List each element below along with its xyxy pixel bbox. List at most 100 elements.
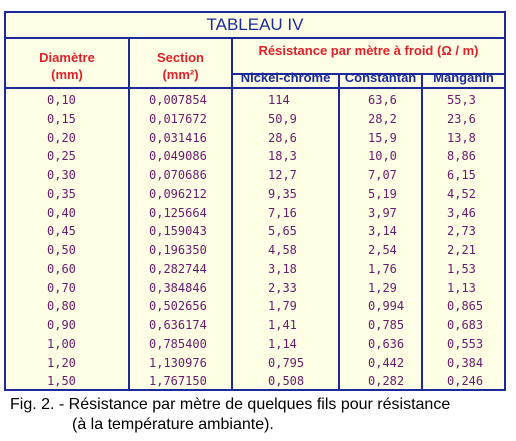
title-divider (6, 37, 504, 39)
section-cell: 0,125664 (149, 205, 207, 220)
diameter-cell: 1,50 (47, 374, 76, 389)
resistance-table: TABLEAU IV Diamètre (mm) Section (mm²) R… (4, 11, 506, 391)
section-cell: 0,017672 (149, 111, 207, 126)
nickel-chrome-cell: 114 (268, 93, 290, 107)
manganin-cell: 0,865 (447, 299, 484, 314)
diameter-cell: 1,00 (47, 336, 76, 351)
nickel-chrome-cell: 1,79 (268, 299, 297, 314)
constantan-cell: 1,29 (368, 280, 397, 295)
header-section: Section (157, 50, 204, 65)
nickel-chrome-cell: 1,41 (268, 318, 297, 332)
manganin-cell: 8,86 (447, 149, 476, 164)
section-cell: 0,007854 (149, 93, 207, 107)
nickel-chrome-cell: 0,508 (268, 374, 305, 389)
header-diameter-unit: (mm) (51, 67, 83, 82)
header-divider (6, 87, 504, 89)
header-constantan: Constantan (344, 70, 417, 85)
constantan-cell: 10,0 (368, 149, 397, 164)
diameter-cell: 0,40 (47, 205, 76, 220)
section-cell: 0,070686 (149, 168, 207, 182)
manganin-cell: 3,46 (447, 205, 476, 220)
constantan-cell: 15,9 (368, 130, 397, 145)
section-cell: 0,636174 (149, 318, 207, 332)
manganin-cell: 13,8 (447, 130, 476, 145)
nickel-chrome-cell: 2,33 (268, 280, 297, 295)
manganin-cell: 0,246 (447, 374, 484, 389)
subheader-divider (231, 73, 504, 75)
nickel-chrome-cell: 7,16 (268, 205, 297, 220)
section-cell: 0,196350 (149, 243, 207, 257)
nickel-chrome-cell: 0,795 (268, 355, 305, 370)
table-title: TABLEAU IV (206, 15, 304, 34)
constantan-cell: 7,07 (368, 168, 397, 182)
nickel-chrome-cell: 12,7 (268, 168, 297, 182)
diameter-cell: 0,15 (47, 111, 76, 126)
header-manganin: Manganin (433, 70, 494, 85)
column-divider-3 (338, 73, 340, 389)
constantan-cell: 3,14 (368, 224, 397, 239)
header-nickel-chrome: Nickel-chrome (240, 70, 331, 85)
header-resistance: Résistance par mètre à froid (Ω / m) (258, 43, 479, 58)
diameter-cell: 0,25 (47, 149, 76, 164)
caption-line-2: (à la température ambiante). (72, 416, 274, 433)
nickel-chrome-cell: 5,65 (268, 224, 297, 239)
nickel-chrome-cell: 18,3 (268, 149, 297, 164)
header-section-unit: (mm²) (162, 67, 199, 82)
manganin-cell: 2,73 (447, 224, 476, 239)
diameter-cell: 0,35 (47, 186, 76, 201)
section-cell: 0,049086 (149, 149, 207, 164)
manganin-cell: 4,52 (447, 186, 476, 201)
constantan-cell: 28,2 (368, 111, 397, 126)
manganin-cell: 23,6 (447, 111, 476, 126)
nickel-chrome-cell: 9,35 (268, 186, 297, 201)
constantan-cell: 0,636 (368, 336, 405, 351)
constantan-cell: 0,442 (368, 355, 405, 370)
diameter-cell: 0,50 (47, 243, 76, 257)
section-cell: 0,159043 (149, 224, 207, 239)
diameter-cell: 0,45 (47, 224, 76, 239)
diameter-cell: 1,20 (47, 355, 76, 370)
constantan-cell: 2,54 (368, 243, 397, 257)
diameter-cell: 0,20 (47, 130, 76, 145)
section-cell: 0,096212 (149, 186, 207, 201)
figure-caption: Fig. 2. - Résistance par mètre de quelqu… (10, 395, 510, 435)
constantan-cell: 0,994 (368, 299, 405, 314)
constantan-cell: 0,785 (368, 318, 405, 332)
diameter-cell: 0,90 (47, 318, 76, 332)
manganin-cell: 2,21 (447, 243, 476, 257)
constantan-cell: 63,6 (368, 93, 397, 107)
manganin-cell: 1,13 (447, 280, 476, 295)
manganin-cell: 0,683 (447, 318, 484, 332)
diameter-cell: 0,10 (47, 93, 76, 107)
section-cell: 0,384846 (149, 280, 207, 295)
diameter-cell: 0,80 (47, 299, 76, 314)
caption-line-1: Fig. 2. - Résistance par mètre de quelqu… (10, 396, 451, 413)
section-cell: 0,502656 (149, 299, 207, 314)
constantan-cell: 0,282 (368, 374, 405, 389)
nickel-chrome-cell: 4,58 (268, 243, 297, 257)
section-cell: 0,031416 (149, 130, 207, 145)
section-cell: 0,785400 (149, 336, 207, 351)
diameter-cell: 0,70 (47, 280, 76, 295)
section-cell: 0,282744 (149, 261, 207, 276)
section-cell: 1,767150 (149, 374, 207, 389)
column-divider-2 (231, 37, 233, 389)
column-divider-4 (421, 73, 423, 389)
diameter-cell: 0,60 (47, 261, 76, 276)
manganin-cell: 1,53 (447, 261, 476, 276)
nickel-chrome-cell: 3,18 (268, 261, 297, 276)
header-diameter: Diamètre (39, 50, 95, 65)
manganin-cell: 0,553 (447, 336, 484, 351)
nickel-chrome-cell: 1,14 (268, 336, 297, 351)
constantan-cell: 1,76 (368, 261, 397, 276)
diameter-cell: 0,30 (47, 168, 76, 182)
constantan-cell: 3,97 (368, 205, 397, 220)
manganin-cell: 55,3 (447, 93, 476, 107)
nickel-chrome-cell: 28,6 (268, 130, 297, 145)
manganin-cell: 6,15 (447, 168, 476, 182)
nickel-chrome-cell: 50,9 (268, 111, 297, 126)
manganin-cell: 0,384 (447, 355, 484, 370)
constantan-cell: 5,19 (368, 186, 397, 201)
section-cell: 1,130976 (149, 355, 207, 370)
column-divider-1 (128, 37, 130, 389)
